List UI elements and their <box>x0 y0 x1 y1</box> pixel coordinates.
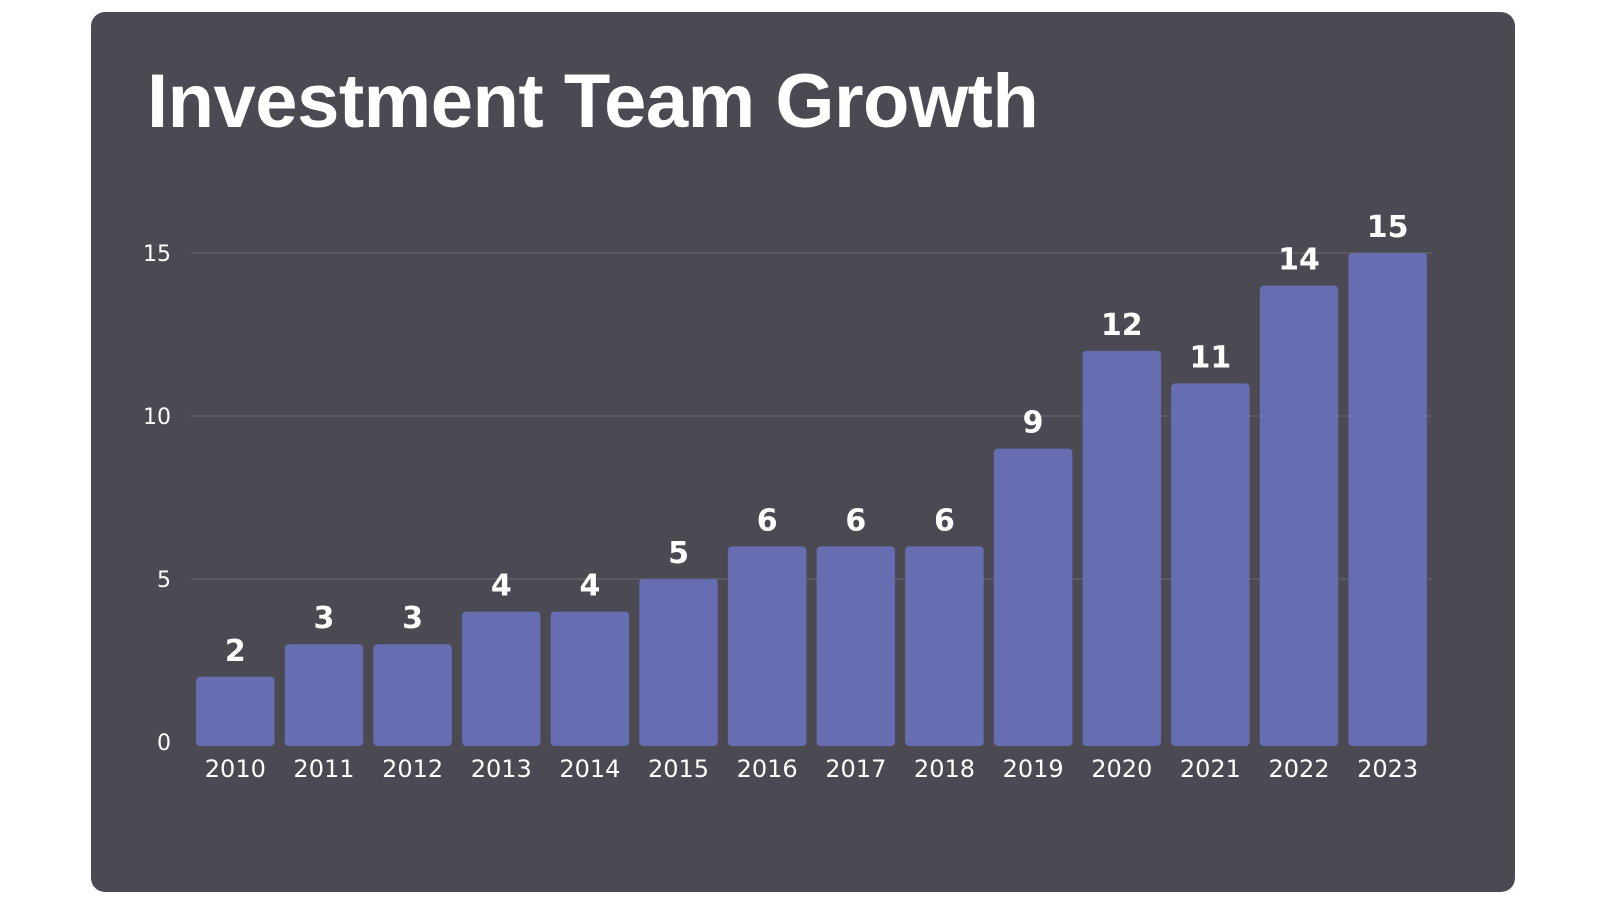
data-label: 3 <box>402 601 423 636</box>
data-label: 14 <box>1278 243 1320 278</box>
bar-2015 <box>639 579 718 746</box>
y-tick-label: 10 <box>143 405 171 430</box>
bar-2023 <box>1348 253 1427 746</box>
bar-base-2013 <box>462 738 541 742</box>
x-tick-label: 2017 <box>825 755 886 783</box>
data-label: 6 <box>845 503 866 538</box>
x-tick-label: 2014 <box>559 755 620 783</box>
bar-2013 <box>462 611 541 746</box>
bar-chart: 0 5 10 15 2 2010 3 2011 3 2012 4 2013 4 2014 5 2015 6 201… <box>143 210 1432 783</box>
data-label: 3 <box>314 601 335 636</box>
chart-title: Investment Team Growth <box>147 59 1039 144</box>
bar-2010 <box>196 676 275 746</box>
bar-base-2010 <box>196 738 275 742</box>
bar-2019 <box>993 448 1073 746</box>
bar-2020 <box>1082 350 1161 746</box>
bar-base-2020 <box>1082 738 1161 742</box>
x-tick-label: 2010 <box>205 755 266 783</box>
bar-base-2011 <box>284 738 364 742</box>
x-tick-label: 2023 <box>1357 755 1418 783</box>
data-label: 9 <box>1023 406 1044 441</box>
bar-2021 <box>1171 383 1250 746</box>
bar-base-2021 <box>1171 738 1250 742</box>
bar-base-2014 <box>550 738 630 742</box>
data-label: 11 <box>1190 340 1232 375</box>
data-label: 2 <box>225 634 246 669</box>
chart-card: Investment Team Growth 0 5 10 15 2 2010 3 2011 3… <box>91 12 1515 892</box>
x-tick-label: 2018 <box>914 755 975 783</box>
x-tick-label: 2015 <box>648 755 709 783</box>
bar-2018 <box>905 546 984 746</box>
x-tick-label: 2012 <box>382 755 443 783</box>
x-tick-label: 2011 <box>293 755 354 783</box>
bar-2012 <box>373 644 452 746</box>
data-label: 4 <box>579 569 600 604</box>
bar-2022 <box>1259 285 1339 746</box>
y-tick-label: 5 <box>157 568 171 593</box>
bar-base-2015 <box>639 738 718 742</box>
bar-base-2012 <box>373 738 452 742</box>
data-label: 4 <box>491 569 512 604</box>
x-tick-label: 2019 <box>1003 755 1064 783</box>
x-tick-label: 2021 <box>1180 755 1241 783</box>
data-label: 15 <box>1367 210 1409 245</box>
y-tick-label: 0 <box>157 731 171 756</box>
bar-2017 <box>816 546 896 746</box>
data-label: 5 <box>668 536 689 571</box>
bar-base-2017 <box>816 738 896 742</box>
data-label: 12 <box>1101 308 1143 343</box>
bar-2016 <box>727 546 807 746</box>
data-label: 6 <box>757 503 778 538</box>
x-tick-label: 2013 <box>471 755 532 783</box>
x-tick-label: 2020 <box>1091 755 1152 783</box>
bar-2014 <box>550 611 630 746</box>
labels: 0 5 10 15 2 2010 3 2011 3 2012 4 2013 4 2014 5 2015 6 201… <box>143 210 1418 783</box>
bar-base-2023 <box>1348 738 1427 742</box>
bar-base-2016 <box>727 738 807 742</box>
x-tick-label: 2016 <box>737 755 798 783</box>
bar-base-2019 <box>993 738 1073 742</box>
bar-base-2022 <box>1259 738 1339 742</box>
bar-base-2018 <box>905 738 984 742</box>
data-label: 6 <box>934 503 955 538</box>
x-tick-label: 2022 <box>1268 755 1329 783</box>
y-tick-label: 15 <box>143 242 171 267</box>
bars <box>196 253 1427 746</box>
bar-2011 <box>284 644 364 746</box>
